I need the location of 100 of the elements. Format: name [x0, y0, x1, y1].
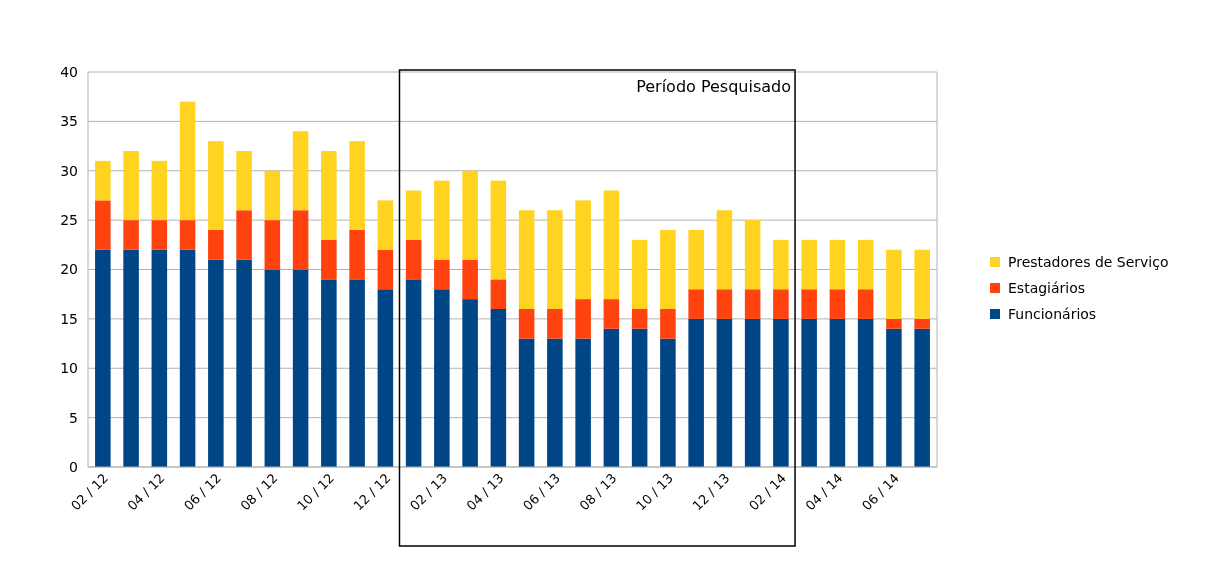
annotation: Período Pesquisado — [636, 77, 792, 96]
x-tick-label: 12 / 13 — [689, 470, 733, 514]
y-tick-label: 25 — [60, 212, 78, 229]
bar — [829, 289, 846, 319]
y-tick-label: 20 — [60, 261, 78, 278]
y-tick-label: 30 — [60, 162, 78, 179]
y-tick-label: 0 — [69, 458, 78, 475]
bar — [434, 259, 450, 290]
bar — [575, 200, 591, 300]
y-tick-label: 10 — [60, 360, 78, 377]
bar — [405, 279, 422, 467]
bar — [716, 318, 733, 467]
bar — [292, 131, 309, 211]
bar — [518, 309, 535, 339]
bar — [95, 160, 111, 201]
y-tick-label: 40 — [60, 63, 78, 80]
bar — [773, 318, 789, 467]
bar — [914, 328, 930, 467]
bar — [603, 190, 620, 300]
bar — [490, 279, 507, 309]
bar — [264, 220, 281, 270]
bar — [744, 220, 761, 290]
bar — [801, 318, 817, 467]
bar — [801, 239, 817, 290]
bar — [688, 318, 704, 467]
x-tick-label: 06 / 14 — [859, 470, 903, 514]
bar — [886, 318, 902, 329]
bar — [547, 338, 563, 467]
bar — [95, 200, 111, 250]
bar — [886, 249, 902, 319]
bar — [603, 299, 620, 329]
bar — [829, 239, 846, 290]
bar — [744, 289, 761, 319]
x-tick-label: 04 / 13 — [463, 470, 507, 514]
x-tick-label: 06 / 12 — [181, 470, 224, 514]
legend-label: Funcionários — [1008, 305, 1097, 322]
bar — [292, 269, 309, 467]
bar — [547, 210, 563, 309]
bar — [801, 289, 817, 319]
bar — [349, 279, 365, 467]
bar — [575, 299, 591, 339]
x-tick-label: 04 / 12 — [124, 470, 168, 514]
bar — [236, 210, 252, 260]
bar — [857, 289, 874, 319]
bar — [716, 210, 733, 290]
x-tick-label: 08 / 13 — [576, 470, 620, 514]
bar — [208, 230, 224, 260]
bar — [151, 249, 168, 467]
bar — [603, 328, 620, 467]
bar — [377, 249, 394, 290]
bar — [405, 190, 422, 240]
bar — [405, 239, 422, 280]
x-tick-label: 02 / 13 — [407, 470, 450, 514]
bar — [660, 309, 676, 339]
bar — [349, 141, 365, 230]
bar — [462, 259, 478, 300]
bar — [179, 101, 196, 221]
x-tick-label: 12 / 12 — [350, 470, 394, 514]
bar — [631, 239, 648, 309]
bar — [434, 180, 450, 260]
bar — [660, 230, 676, 309]
bar — [123, 151, 139, 221]
bar — [321, 239, 337, 280]
bar — [547, 309, 563, 339]
bar — [377, 289, 394, 467]
bar — [490, 309, 507, 467]
x-tick-label: 08 / 12 — [237, 470, 281, 514]
bar — [377, 200, 394, 250]
bar — [575, 338, 591, 467]
x-tick-label: 06 / 13 — [520, 470, 563, 514]
y-tick-label: 35 — [60, 113, 78, 130]
bar — [179, 249, 196, 467]
bar — [179, 220, 196, 250]
y-tick-label: 5 — [69, 409, 78, 426]
x-tick-label: 10 / 13 — [633, 470, 677, 514]
bar — [914, 318, 930, 329]
bar — [462, 170, 478, 260]
bar — [321, 151, 337, 240]
bar — [744, 318, 761, 467]
bar — [857, 239, 874, 290]
x-tick-label: 10 / 12 — [294, 470, 337, 514]
bar — [829, 318, 846, 467]
bar — [208, 141, 224, 230]
bar — [631, 309, 648, 329]
bar — [151, 220, 168, 250]
bar — [518, 210, 535, 309]
bar — [151, 160, 168, 221]
bar — [914, 249, 930, 319]
bar — [264, 269, 281, 467]
bar — [349, 230, 365, 280]
bar — [490, 180, 507, 280]
bar — [462, 299, 478, 467]
y-tick-label: 15 — [60, 310, 78, 327]
bar — [857, 318, 874, 467]
bar — [716, 289, 733, 319]
legend-label: Prestadores de Serviço — [1008, 253, 1169, 270]
bar — [688, 230, 704, 290]
bar — [123, 220, 139, 250]
bar — [292, 210, 309, 270]
x-tick-label: 02 / 14 — [746, 470, 790, 514]
